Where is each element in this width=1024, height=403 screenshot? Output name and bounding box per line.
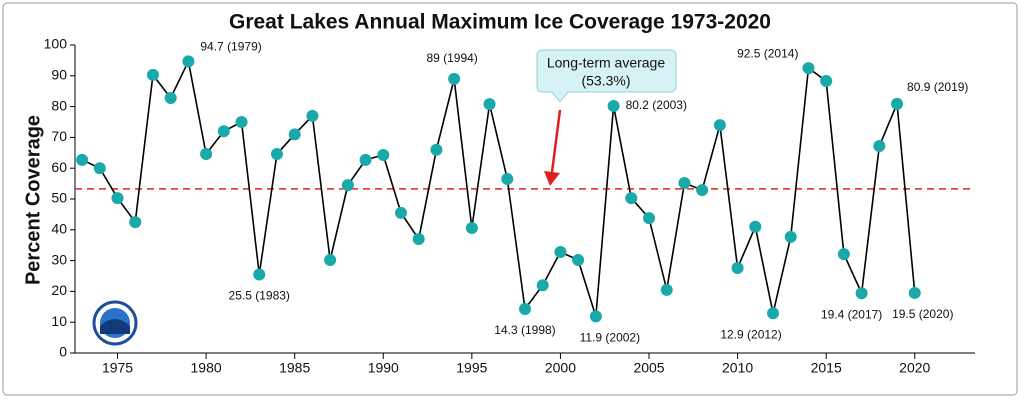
data-point	[767, 307, 780, 320]
y-tick-label: 80	[51, 97, 67, 113]
data-label: 94.7 (1979)	[200, 39, 261, 53]
data-point	[908, 286, 921, 299]
x-tick-label: 1985	[279, 360, 310, 376]
x-tick-label: 1980	[191, 360, 222, 376]
y-tick-label: 0	[59, 344, 67, 360]
data-point	[519, 302, 531, 315]
data-point	[643, 212, 656, 225]
data-point	[235, 116, 248, 128]
data-point	[820, 75, 833, 88]
data-label: 80.2 (2003)	[626, 98, 687, 112]
data-point	[501, 172, 514, 185]
data-point	[678, 176, 691, 189]
average-label: Long-term average	[547, 55, 666, 71]
y-tick-label: 20	[51, 282, 67, 298]
data-point	[589, 310, 602, 323]
data-point	[572, 253, 585, 266]
data-point	[359, 153, 372, 166]
data-point	[270, 148, 283, 161]
data-point	[253, 268, 266, 281]
data-point	[855, 287, 868, 300]
data-point	[430, 143, 443, 156]
data-point	[200, 148, 213, 161]
data-point	[873, 140, 886, 153]
data-point	[76, 153, 89, 166]
chart-title: Great Lakes Annual Maximum Ice Coverage …	[229, 11, 771, 34]
x-tick-label: 2020	[899, 360, 930, 376]
data-point	[448, 72, 461, 85]
data-point	[111, 192, 124, 205]
data-point	[306, 109, 319, 122]
x-tick-label: 2005	[633, 360, 664, 376]
data-label: 14.3 (1998)	[494, 323, 555, 337]
data-label: 25.5 (1983)	[229, 289, 290, 303]
data-point	[341, 179, 354, 192]
data-point	[536, 279, 549, 292]
y-tick-label: 90	[51, 67, 67, 83]
data-label: 19.4 (2017)	[821, 307, 882, 321]
y-tick-label: 70	[51, 128, 67, 144]
noaa-logo	[92, 300, 138, 346]
data-point	[660, 283, 673, 296]
data-point	[554, 245, 567, 258]
data-point	[837, 248, 850, 261]
average-arrowhead	[544, 171, 560, 186]
data-point	[465, 221, 478, 234]
data-point	[377, 148, 390, 161]
data-label: 92.5 (2014)	[737, 46, 798, 60]
average-arrow	[550, 109, 562, 173]
data-point	[802, 62, 815, 75]
data-point	[394, 206, 407, 219]
x-tick-label: 1975	[102, 360, 133, 376]
data-point	[93, 162, 106, 175]
x-tick-label: 1990	[368, 360, 399, 376]
y-tick-label: 60	[51, 159, 67, 175]
data-point	[164, 91, 177, 104]
data-point	[288, 128, 301, 141]
y-tick-label: 40	[51, 221, 67, 237]
y-tick-label: 30	[51, 251, 67, 267]
data-point	[412, 233, 425, 246]
data-point	[182, 55, 195, 68]
y-tick-label: 100	[44, 36, 68, 52]
data-label: 80.9 (2019)	[907, 80, 968, 94]
data-point	[891, 97, 904, 110]
data-point	[713, 119, 726, 132]
data-point	[146, 68, 159, 81]
data-point	[731, 261, 744, 274]
data-point	[784, 230, 797, 243]
data-label: 19.5 (2020)	[892, 307, 953, 321]
data-label: 89 (1994)	[426, 51, 477, 65]
data-point	[483, 98, 496, 111]
x-tick-label: 1995	[456, 360, 487, 376]
data-point	[749, 220, 762, 233]
y-axis-label: Percent Coverage	[22, 115, 44, 285]
data-point	[625, 192, 638, 205]
average-value-label: (53.3%)	[581, 73, 630, 89]
data-point	[324, 253, 337, 266]
data-point	[217, 125, 230, 138]
x-tick-label: 2010	[722, 360, 753, 376]
data-point	[696, 184, 709, 197]
data-label: 11.9 (2002)	[580, 331, 641, 345]
data-label: 12.9 (2012)	[720, 327, 781, 341]
x-tick-label: 2000	[545, 360, 576, 376]
y-tick-label: 50	[51, 190, 67, 206]
x-tick-label: 2015	[811, 360, 842, 376]
y-tick-label: 10	[51, 313, 67, 329]
callout-box	[536, 49, 677, 103]
data-point	[129, 216, 142, 229]
data-point	[607, 99, 620, 112]
